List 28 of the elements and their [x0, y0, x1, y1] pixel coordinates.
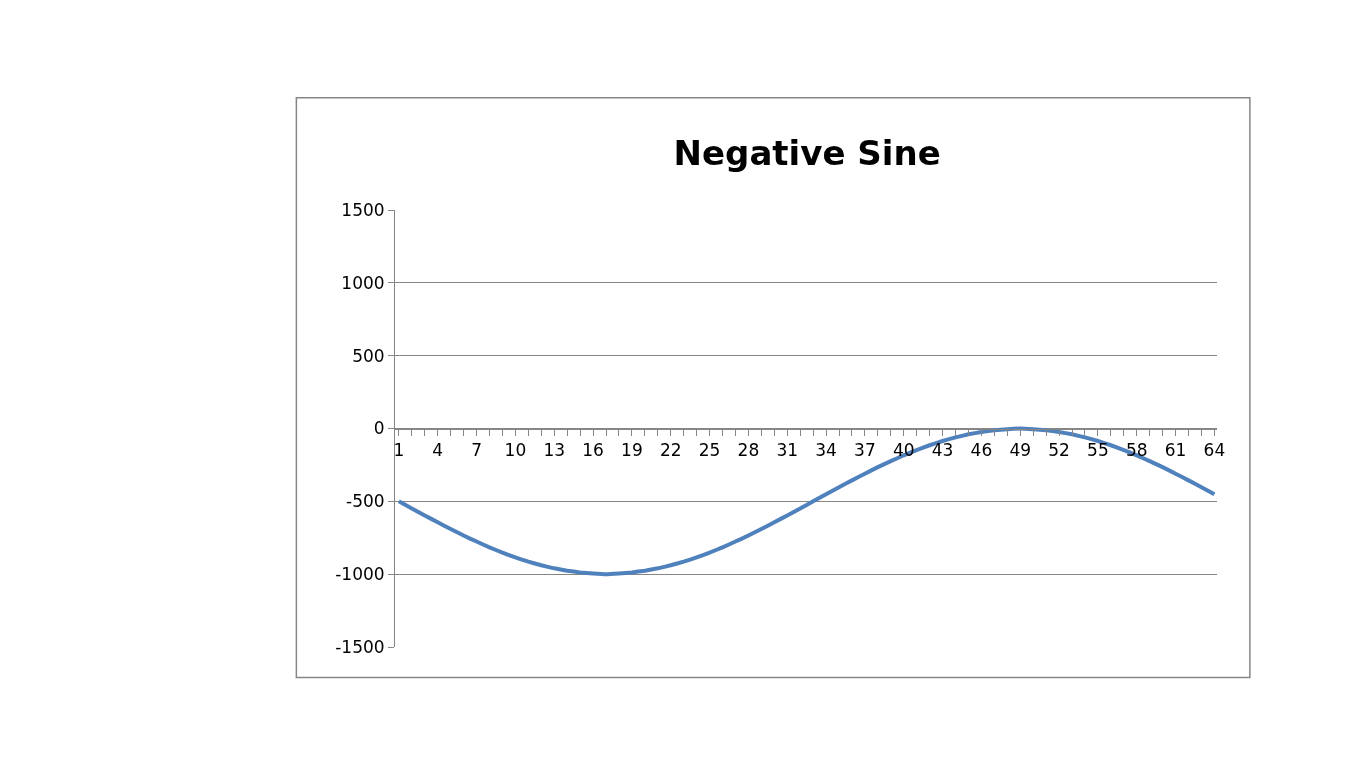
x-tick-label: 28 — [737, 439, 760, 460]
x-tick-label: 49 — [1009, 439, 1032, 460]
y-tick-label: -1500 — [335, 636, 385, 657]
x-tick-label: 7 — [471, 439, 482, 460]
x-tick-label: 52 — [1048, 439, 1070, 460]
x-tick-label: 43 — [931, 439, 954, 460]
y-tick-label: 1500 — [341, 199, 385, 220]
x-tick-label: 25 — [698, 439, 721, 460]
x-tick-label: 1 — [393, 439, 405, 460]
y-tick-label: -1000 — [335, 564, 385, 585]
x-tick-label: 19 — [621, 439, 643, 460]
x-tick-label: 4 — [432, 439, 444, 460]
x-tick-label: 61 — [1164, 439, 1187, 460]
x-tick-label: 37 — [854, 439, 876, 460]
x-tick-label: 46 — [970, 439, 993, 460]
x-tick-label: 10 — [504, 439, 527, 460]
y-tick-label: -500 — [346, 491, 385, 512]
x-tick-label: 55 — [1087, 439, 1109, 460]
chart-title: Negative Sine — [673, 133, 941, 174]
x-tick-label: 22 — [659, 439, 682, 460]
x-tick-label: 34 — [815, 439, 837, 460]
x-tick-label: 31 — [776, 439, 799, 460]
x-tick-label: 13 — [543, 439, 566, 460]
y-tick-label: 0 — [373, 418, 385, 439]
x-tick-label: 64 — [1203, 439, 1226, 460]
y-tick-label: 1000 — [341, 272, 385, 293]
x-tick-label: 16 — [582, 439, 604, 460]
y-tick-label: 500 — [352, 345, 385, 366]
